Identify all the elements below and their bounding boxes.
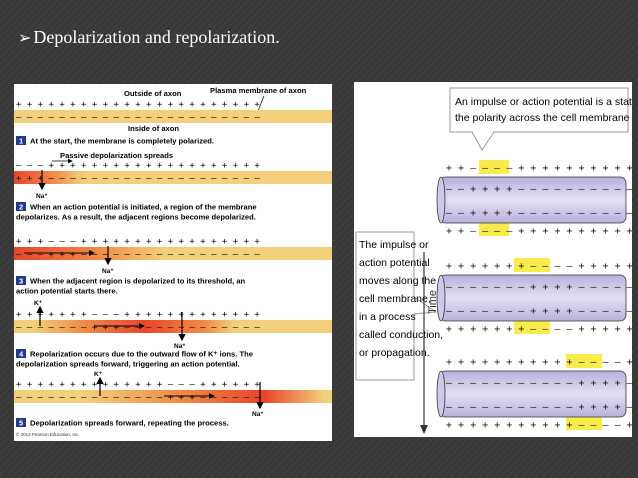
top-callout-line-1: An impulse or action potential is a stat… (455, 96, 632, 108)
step-4-caption: 4 Repolarization occurs due to the outwa… (16, 349, 253, 369)
svg-text:– – – – – – – + + + – – – – –: – – – – – – – + + + – – – – – – – – – – … (16, 323, 260, 333)
inside-charges-row: – – – – – – – – – – – – – – – – – – – – … (16, 113, 260, 123)
svg-text:action potential: action potential (359, 257, 430, 269)
membrane-pointer-line (257, 95, 265, 112)
right-figure: An impulse or action potential is a stat… (355, 87, 632, 434)
svg-text:+ + + – – – – – – – – – – – –: + + + – – – – – – – – – – – – – – – – – … (16, 174, 260, 184)
svg-text:– – – + + + + + + + + + + + +: – – – + + + + + + + + + + + + + + + + + … (16, 161, 260, 171)
svg-text:+ + + + + + + + + + + – – – –: + + + + + + + + + + + – – – – + + + (446, 420, 632, 431)
axon-segment-3: + + + + + + + + + + + – – – – + + + – – … (436, 354, 632, 431)
svg-text:called conduction,: called conduction, (359, 329, 443, 341)
slide-title: ➢ Depolarization and repolarization. (18, 27, 280, 48)
plasma-membrane-label: Plasma membrane of axon (210, 86, 307, 95)
top-callout-line-2: the polarity across the cell membrane is… (455, 112, 632, 124)
svg-text:Na⁺: Na⁺ (174, 343, 186, 350)
copyright-text: © 2012 Pearson Education, Inc. (16, 431, 80, 437)
svg-text:2: 2 (19, 203, 23, 212)
svg-text:– – + + + + – – – – – – – – –: – – + + + + – – – – – – – – – – – – (446, 208, 632, 219)
svg-text:+ + + + + + + + + + + + + + –: + + + + + + + + + + + + + + – – – + + + … (16, 380, 260, 390)
svg-text:moves along the: moves along the (359, 275, 436, 287)
svg-text:– – – – – – – + + + + – – – –: – – – – – – – + + + + – – – – – – – (446, 282, 632, 293)
passive-depolarization-label: Passive depolarization spreads (60, 151, 173, 160)
svg-text:– – – – – – – – – – – – – – +: – – – – – – – – – – – – – – + + + – – – … (16, 393, 260, 403)
svg-text:action potential starts there.: action potential starts there. (16, 287, 118, 296)
step-3-caption: 3 When the adjacent region is depolarize… (16, 276, 246, 296)
time-arrow: Time (420, 252, 439, 434)
svg-text:+ + – – – – + + + + + + + + +: + + – – – – + + + + + + + + + + + + (446, 163, 632, 174)
svg-text:When an action potential is in: When an action potential is initiated, a… (30, 203, 257, 212)
svg-text:When the adjacent region is de: When the adjacent region is depolarized … (30, 277, 246, 286)
svg-text:3: 3 (19, 277, 23, 286)
svg-text:– – – – – – – – – – – + + + +: – – – – – – – – – – – + + + + – – – (446, 378, 632, 389)
svg-text:Na⁺: Na⁺ (252, 411, 264, 418)
step-2-membrane: – – – + + + + + + + + + + + + + + + + + … (14, 158, 332, 200)
step-1-membrane: + + + + + + + + + + + + + + + + + + + + … (14, 100, 332, 123)
step-5-membrane: + + + + + + + + + + + + + + – – – + + + … (14, 376, 332, 418)
svg-text:cell membrane,: cell membrane, (359, 293, 431, 305)
step-2-caption: 2 When an action potential is initiated,… (16, 202, 257, 222)
step-1-caption: 1 At the start, the membrane is complete… (16, 136, 214, 146)
svg-text:+ + + + + + + + + + + – – – –: + + + + + + + + + + + – – – – + + + (446, 357, 632, 368)
svg-text:5: 5 (19, 419, 23, 428)
k-ion-label: K⁺ (34, 300, 43, 307)
svg-text:+ + + + + + + – – – – + + + +: + + + + + + + – – – – + + + + + + + (446, 324, 632, 335)
axon-segment-2: + + + + + + + – – – – + + + + + + + – – … (436, 258, 632, 335)
svg-text:– – – – – – – + + + + – – – –: – – – – – – – + + + + – – – – – – – (446, 306, 632, 317)
top-callout: An impulse or action potential is a stat… (449, 87, 632, 151)
outside-charges-row: + + + + + + + + + + + + + + + + + + + + … (16, 100, 260, 110)
side-callout: The impulse or action potential moves al… (355, 231, 443, 381)
step-4-membrane: + + + + + + + – – – + + + + + + + + + + … (14, 305, 332, 350)
svg-text:+ + + – – – + + + + + + + + +: + + + – – – + + + + + + + + + + + + + + … (16, 237, 260, 247)
svg-text:in a process: in a process (359, 311, 416, 323)
svg-text:+ + + + + + + – – – + + + + +: + + + + + + + – – – + + + + + + + + + + … (16, 310, 260, 320)
svg-text:Repolarization occurs due to t: Repolarization occurs due to the outward… (30, 350, 253, 359)
svg-text:– – – + + + – – – – – – – – –: – – – + + + – – – – – – – – – – – – – – … (16, 250, 260, 260)
svg-text:+ + – – – – + + + + + + + + +: + + – – – – + + + + + + + + + + + + (446, 226, 632, 237)
left-figure: Outside of axon Plasma membrane of axon … (14, 86, 332, 437)
svg-text:depolarization spreads forward: depolarization spreads forward, triggeri… (16, 360, 240, 369)
axon-segment-1: + + – – – – + + + + + + + + + + + + – – … (436, 160, 632, 237)
na-ion-label: Na⁺ (36, 193, 48, 200)
step-1-text: At the start, the membrane is completely… (30, 137, 214, 146)
outside-axon-label: Outside of axon (124, 89, 182, 98)
svg-text:Depolarization spreads forward: Depolarization spreads forward, repeatin… (30, 419, 229, 428)
svg-text:– – – – – – – – – – – + + + +: – – – – – – – – – – – + + + + – – – (446, 402, 632, 413)
left-figure-panel: Outside of axon Plasma membrane of axon … (14, 84, 332, 441)
time-label: Time (427, 290, 439, 314)
svg-text:The impulse or: The impulse or (359, 239, 429, 251)
step-5-caption: 5 Depolarization spreads forward, repeat… (16, 418, 229, 428)
svg-text:depolarizes. As a result, the: depolarizes. As a result, the adjacent r… (16, 213, 256, 222)
svg-text:+ + + + + + + – – – – + + + +: + + + + + + + – – – – + + + + + + + (446, 261, 632, 272)
svg-text:4: 4 (19, 350, 24, 359)
slide-title-text: Depolarization and repolarization. (33, 27, 280, 47)
svg-text:or propagation.: or propagation. (359, 347, 430, 359)
bullet-arrow-icon: ➢ (18, 30, 32, 47)
inside-axon-label: Inside of axon (128, 124, 179, 133)
right-figure-panel: An impulse or action potential is a stat… (354, 82, 632, 437)
svg-text:– – + + + + – – – – – – – – –: – – + + + + – – – – – – – – – – – – (446, 184, 632, 195)
svg-text:Na⁺: Na⁺ (102, 268, 114, 275)
svg-text:K⁺: K⁺ (94, 371, 103, 378)
step-1-number: 1 (19, 137, 23, 146)
step-3-membrane: + + + – – – + + + + + + + + + + + + + + … (14, 237, 332, 275)
